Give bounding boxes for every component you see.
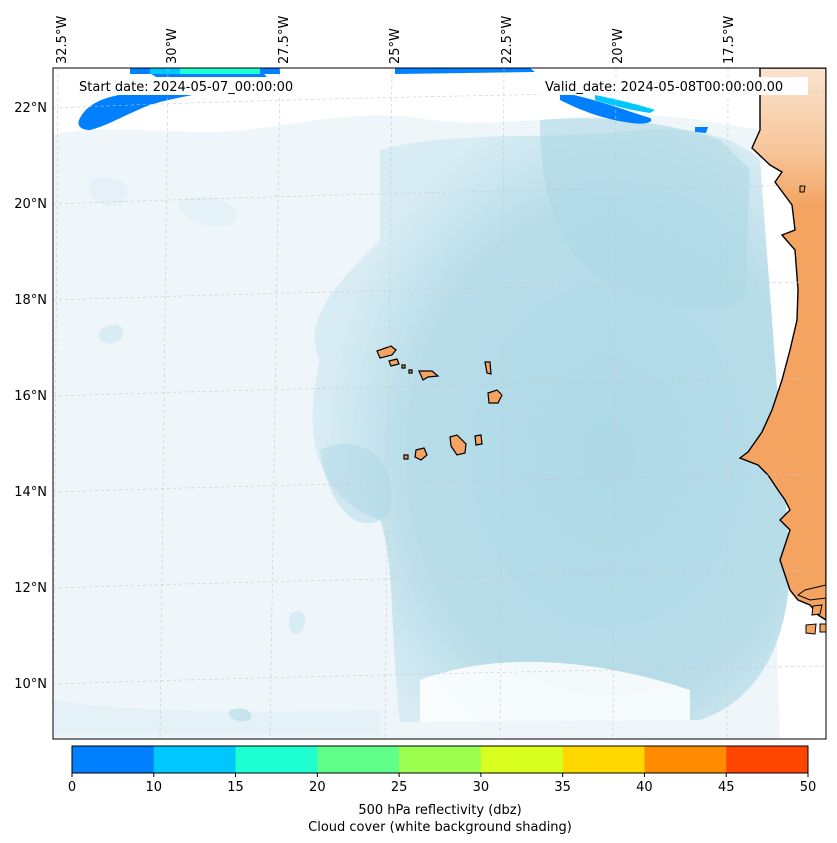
colorbar-swatch <box>72 746 155 773</box>
latitude-labels: 22°N 20°N 18°N 16°N 14°N 12°N 10°N <box>14 101 47 692</box>
lon-label-27-5w: 27.5°W <box>277 16 292 64</box>
lon-label-32-5w: 32.5°W <box>55 16 70 64</box>
island-islets <box>408 369 413 374</box>
island-brava <box>403 454 409 460</box>
lon-label-20w: 20°W <box>611 28 626 64</box>
colorbar-label-cloud-cover: Cloud cover (white background shading) <box>308 820 572 835</box>
colorbar-tick-label: 30 <box>473 780 490 795</box>
lat-label-12n: 12°N <box>14 581 47 596</box>
valid-date-box: Valid_date: 2024-05-08T00:00:00.00 <box>540 77 808 95</box>
colorbar-swatch <box>399 746 482 773</box>
colorbar-swatch <box>726 746 809 773</box>
colorbar-swatch <box>235 746 318 773</box>
africa-landmass <box>738 68 826 635</box>
longitude-labels: 32.5°W 30°W 27.5°W 25°W 22.5°W 20°W 17.5… <box>55 16 737 64</box>
lon-label-25w: 25°W <box>388 28 403 64</box>
colorbar-tick-label: 40 <box>636 780 653 795</box>
colorbar-swatch <box>153 746 237 773</box>
colorbar-label-reflectivity: 500 hPa reflectivity (dbz) <box>358 803 521 818</box>
colorbar-frame <box>71 745 809 774</box>
lat-label-22n: 22°N <box>14 101 47 116</box>
colorbar-tick-label: 20 <box>309 780 326 795</box>
island-santa-luzia <box>401 364 406 369</box>
start-date-label: Start date: 2024-05-07_00:00:00 <box>79 80 293 95</box>
colorbar-tick-label: 15 <box>227 780 244 795</box>
colorbar-swatches <box>72 746 809 773</box>
lat-label-14n: 14°N <box>14 485 47 500</box>
valid-date-label: Valid_date: 2024-05-08T00:00:00.00 <box>545 80 783 95</box>
start-date-box: Start date: 2024-05-07_00:00:00 <box>74 77 310 95</box>
colorbar-tick-label: 10 <box>146 780 163 795</box>
colorbar-swatch <box>562 746 645 773</box>
colorbar: 0 10 15 20 25 30 35 40 45 50 500 hPa reflectivity… <box>68 745 816 835</box>
colorbar-tick-label: 25 <box>391 780 408 795</box>
island-sal <box>484 361 492 375</box>
cloud-cover-shading <box>53 115 790 739</box>
colorbar-swatch <box>480 746 564 773</box>
map-panel: Start date: 2024-05-07_00:00:00 Valid_da… <box>53 68 826 739</box>
island-santiago <box>449 434 467 456</box>
lon-label-30w: 30°W <box>165 28 180 64</box>
cape-verde-islands <box>376 345 503 461</box>
lat-label-18n: 18°N <box>14 293 47 308</box>
lat-label-20n: 20°N <box>14 197 47 212</box>
lon-label-22-5w: 22.5°W <box>500 16 515 64</box>
colorbar-swatch <box>317 746 400 773</box>
colorbar-tick-label: 45 <box>718 780 735 795</box>
colorbar-swatch <box>644 746 727 773</box>
lat-label-10n: 10°N <box>14 677 47 692</box>
island-fogo <box>414 447 428 461</box>
colorbar-tick-label: 0 <box>68 780 76 795</box>
lon-label-17-5w: 17.5°W <box>722 16 737 64</box>
island-sao-nicolau <box>418 370 440 381</box>
colorbar-tick-label: 50 <box>800 780 817 795</box>
island-sao-vicente <box>388 358 400 367</box>
map-frame <box>52 67 827 740</box>
island-maio <box>474 434 483 446</box>
island-boa-vista <box>487 389 503 404</box>
island-santo-antao <box>376 345 397 359</box>
colorbar-tick-label: 35 <box>554 780 571 795</box>
lat-label-16n: 16°N <box>14 389 47 404</box>
colorbar-ticks: 0 10 15 20 25 30 35 40 45 50 <box>68 773 816 795</box>
